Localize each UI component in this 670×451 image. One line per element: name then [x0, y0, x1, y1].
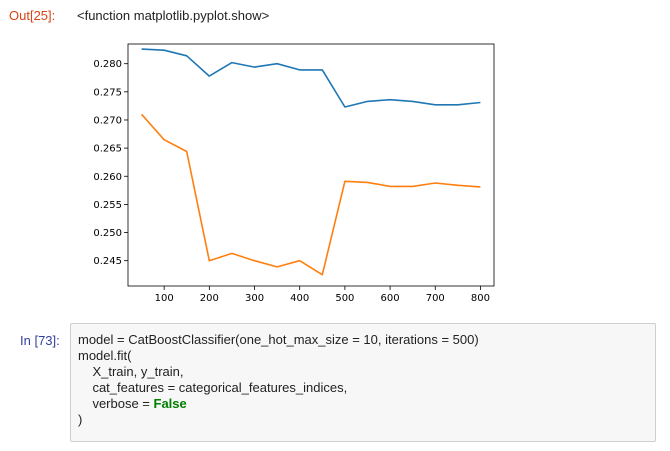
code-text: verbose =	[78, 396, 154, 411]
code-line-3: X_train, y_train,	[78, 364, 184, 379]
series-line-2	[141, 113, 481, 276]
x-tick-label: 700	[426, 293, 445, 304]
y-tick-label: 0.250	[93, 228, 122, 239]
y-tick-label: 0.280	[93, 59, 122, 70]
x-tick-label: 500	[335, 293, 354, 304]
input-prompt: In [73]:	[20, 333, 60, 348]
line-chart: 100 200 300 400 500 600 700 800 0.245 0.250 0.255…	[93, 43, 495, 304]
code-line-5: verbose = False	[78, 396, 187, 412]
y-tick-label: 0.245	[93, 256, 122, 267]
output-prompt: Out[25]:	[9, 8, 56, 23]
keyword-false: False	[153, 396, 187, 411]
x-tick-label: 200	[200, 293, 219, 304]
y-axis: 0.245 0.250 0.255 0.260 0.265 0.270 0.275 0.280	[93, 59, 128, 267]
code-cell[interactable]: model = CatBoostClassifier(one_hot_max_s…	[70, 323, 656, 442]
y-tick-label: 0.260	[93, 172, 122, 183]
series-lines	[141, 48, 481, 276]
series-line-1	[141, 48, 481, 108]
y-tick-label: 0.270	[93, 115, 122, 126]
x-tick-label: 600	[381, 293, 400, 304]
y-tick-label: 0.275	[93, 87, 122, 98]
code-line-1: model = CatBoostClassifier(one_hot_max_s…	[78, 332, 479, 347]
y-tick-label: 0.255	[93, 200, 122, 211]
output-text: <function matplotlib.pyplot.show>	[77, 8, 270, 23]
code-line-6: )	[78, 412, 83, 427]
x-tick-label: 300	[245, 293, 264, 304]
x-tick-label: 100	[155, 293, 174, 304]
x-axis: 100 200 300 400 500 600 700 800	[155, 286, 490, 304]
code-line-2: model.fit(	[78, 348, 132, 363]
y-tick-label: 0.265	[93, 144, 122, 155]
x-tick-label: 400	[290, 293, 309, 304]
x-tick-label: 800	[471, 293, 490, 304]
code-line-4: cat_features = categorical_features_indi…	[78, 380, 348, 395]
plot-frame	[127, 43, 495, 287]
